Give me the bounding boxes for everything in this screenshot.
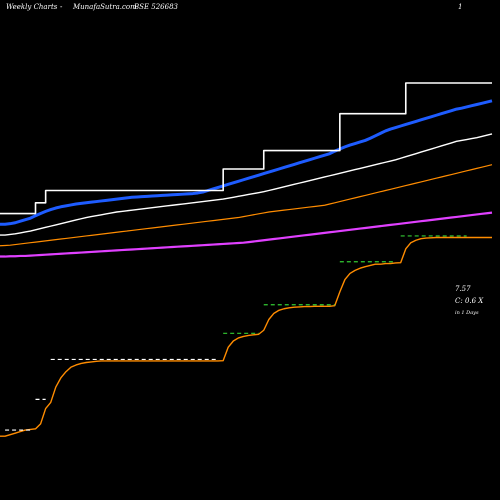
series-line-ma_magenta bbox=[0, 211, 493, 258]
change-info: C: 0.6 X bbox=[455, 297, 484, 305]
period-info: in 1 Days bbox=[455, 310, 479, 316]
series-line-ma_white_top bbox=[0, 82, 492, 215]
site-label: MunafaSutra.com bbox=[73, 3, 137, 11]
series-line-price bbox=[0, 236, 492, 437]
last-price: 7.57 bbox=[455, 285, 471, 293]
chart-source-label: Weekly Charts bbox=[6, 3, 58, 11]
timeframe-label: 1 bbox=[458, 3, 463, 11]
series-line-ma_blue bbox=[0, 99, 493, 226]
site-dash: - bbox=[60, 3, 63, 11]
symbol-label: BSE 526683 bbox=[134, 3, 178, 11]
series-line-ma_orange bbox=[0, 164, 493, 247]
series-line-ma_white bbox=[0, 133, 493, 236]
